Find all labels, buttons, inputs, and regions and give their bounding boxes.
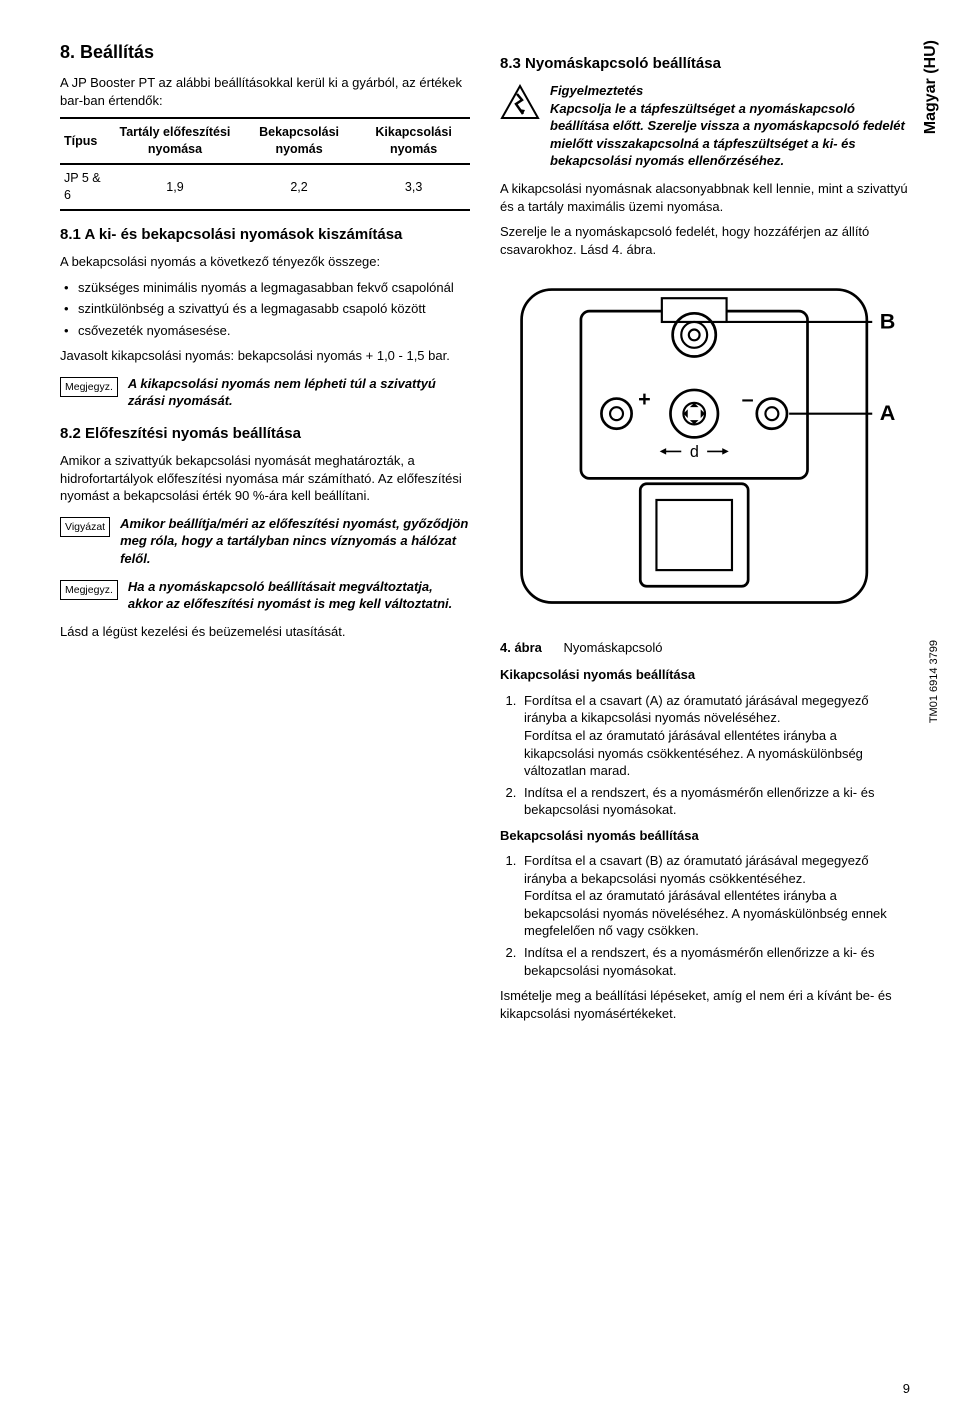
repeat-instruction: Ismételje meg a beállítási lépéseket, am…	[500, 987, 910, 1022]
th-cutin: Bekapcsolási nyomás	[241, 118, 357, 164]
caution-tag: Vigyázat	[60, 517, 110, 537]
td-precharge: 1,9	[109, 164, 241, 210]
remove-cover-note: Szerelje le a nyomáskapcsoló fedelét, ho…	[500, 223, 910, 258]
list-item: csővezeték nyomásesése.	[60, 322, 470, 340]
svg-text:+: +	[638, 386, 651, 411]
td-type: JP 5 & 6	[60, 164, 109, 210]
cutout-subheading: Kikapcsolási nyomás beállítása	[500, 666, 910, 684]
right-column: 8.3 Nyomáskapcsoló beállítása Figyelmezt…	[500, 40, 910, 1030]
svg-text:B: B	[880, 309, 896, 334]
list-item: Fordítsa el a csavart (A) az óramutató j…	[520, 692, 910, 780]
list-item: szükséges minimális nyomás a legmagasabb…	[60, 279, 470, 297]
figure-caption: 4. ábra Nyomáskapcsoló	[500, 639, 910, 657]
see-instructions: Lásd a légüst kezelési és beüzemelési ut…	[60, 623, 470, 641]
note-tag: Megjegyz.	[60, 580, 118, 600]
table-row: JP 5 & 6 1,9 2,2 3,3	[60, 164, 470, 210]
page-number: 9	[903, 1380, 910, 1398]
caution-box: Vigyázat Amikor beállítja/méri az előfes…	[60, 515, 470, 568]
recommended-cutout: Javasolt kikapcsolási nyomás: bekapcsolá…	[60, 347, 470, 365]
max-pressure-note: A kikapcsolási nyomásnak alacsonyabbnak …	[500, 180, 910, 215]
note-box-1: Megjegyz. A kikapcsolási nyomás nem léph…	[60, 375, 470, 410]
svg-text:–: –	[742, 386, 754, 411]
section-8-3-heading: 8.3 Nyomáskapcsoló beállítása	[500, 54, 910, 74]
pressure-switch-diagram: + – d B A	[500, 268, 910, 624]
section-8-2-heading: 8.2 Előfeszítési nyomás beállítása	[60, 424, 470, 444]
figure-4: + – d B A	[500, 268, 910, 629]
td-cutout: 3,3	[357, 164, 470, 210]
cutin-subheading: Bekapcsolási nyomás beállítása	[500, 827, 910, 845]
list-item: Fordítsa el a csavart (B) az óramutató j…	[520, 852, 910, 940]
intro-paragraph: A JP Booster PT az alábbi beállításokkal…	[60, 74, 470, 109]
note-box-2: Megjegyz. Ha a nyomáskapcsoló beállítása…	[60, 578, 470, 613]
th-precharge: Tartály előfeszítési nyomása	[109, 118, 241, 164]
svg-text:A: A	[880, 400, 896, 425]
note-text: Ha a nyomáskapcsoló beállításait megvált…	[128, 578, 470, 613]
list-item: Indítsa el a rendszert, és a nyomásmérőn…	[520, 944, 910, 979]
factors-list: szükséges minimális nyomás a legmagasabb…	[60, 279, 470, 340]
left-column: 8. Beállítás A JP Booster PT az alábbi b…	[60, 40, 470, 1030]
caution-text: Amikor beállítja/méri az előfeszítési ny…	[120, 515, 470, 568]
side-language-label: Magyar (HU)	[920, 40, 942, 134]
note-text: A kikapcsolási nyomás nem lépheti túl a …	[128, 375, 470, 410]
warning-body: Kapcsolja le a tápfeszültséget a nyomásk…	[550, 101, 905, 169]
th-type: Típus	[60, 118, 109, 164]
warning-box: Figyelmeztetés Kapcsolja le a tápfeszült…	[500, 82, 910, 170]
figure-reference-code: TM01 6914 3799	[927, 640, 942, 723]
warning-title: Figyelmeztetés	[550, 83, 643, 98]
cutout-steps: Fordítsa el a csavart (A) az óramutató j…	[520, 692, 910, 819]
precharge-paragraph: Amikor a szivattyúk bekapcsolási nyomásá…	[60, 452, 470, 505]
list-item: szintkülönbség a szivattyú és a legmagas…	[60, 300, 470, 318]
warning-text: Figyelmeztetés Kapcsolja le a tápfeszült…	[550, 82, 910, 170]
td-cutin: 2,2	[241, 164, 357, 210]
cutin-steps: Fordítsa el a csavart (B) az óramutató j…	[520, 852, 910, 979]
figure-number: 4. ábra	[500, 640, 542, 655]
list-item: Indítsa el a rendszert, és a nyomásmérőn…	[520, 784, 910, 819]
warning-icon	[500, 84, 540, 125]
factors-intro: A bekapcsolási nyomás a következő tényez…	[60, 253, 470, 271]
settings-table: Típus Tartály előfeszítési nyomása Bekap…	[60, 117, 470, 211]
figure-title: Nyomáskapcsoló	[564, 640, 663, 655]
note-tag: Megjegyz.	[60, 377, 118, 397]
section-8-1-heading: 8.1 A ki- és bekapcsolási nyomások kiszá…	[60, 225, 470, 245]
svg-text:d: d	[690, 443, 699, 461]
th-cutout: Kikapcsolási nyomás	[357, 118, 470, 164]
section-8-heading: 8. Beállítás	[60, 40, 470, 64]
